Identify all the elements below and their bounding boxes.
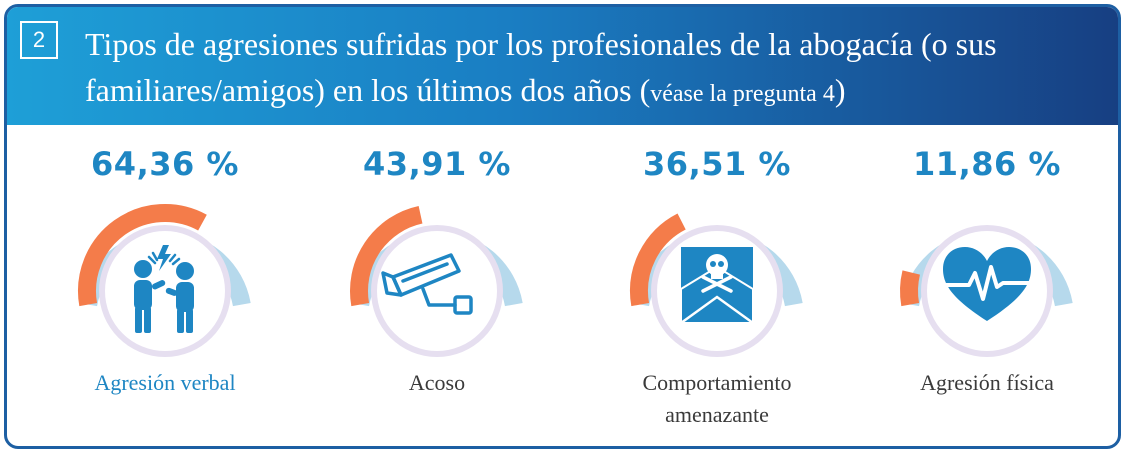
data-label: 36,51 % <box>643 145 791 183</box>
category-label: Acoso <box>408 370 466 395</box>
title-main: Tipos de agresiones sufridas por los pro… <box>85 26 997 108</box>
gauge-center <box>377 231 497 351</box>
gauge-item: 64,36 % Agresión verbal <box>55 145 275 445</box>
gauge-chart <box>900 225 1073 357</box>
gauge-value-arc <box>630 213 686 307</box>
surveillance-camera-icon <box>381 253 473 315</box>
header-banner: 2 Tipos de agresiones sufridas por los p… <box>7 7 1118 125</box>
gauge-chart <box>78 204 251 357</box>
title-note: véase la pregunta 4 <box>650 81 835 107</box>
gauge-item: 36,51 % Comportamiento amenazante <box>607 145 827 445</box>
category-label: Agresión verbal <box>94 370 236 395</box>
heartbeat-icon <box>943 247 1031 321</box>
data-label: 43,91 % <box>363 145 511 183</box>
category-label: Comportamiento amenazante <box>642 370 792 427</box>
gauge-value-arc <box>350 205 423 307</box>
gauge-value-arc <box>900 270 921 307</box>
category-label: Agresión física <box>920 370 1054 395</box>
arguing-people-icon <box>134 245 194 333</box>
gauge-item: 43,91 % Acoso <box>327 145 547 445</box>
skull-envelope-icon <box>680 247 754 325</box>
section-number: 2 <box>20 21 58 59</box>
data-label: 11,86 % <box>913 145 1061 183</box>
gauge-chart <box>350 205 523 357</box>
title-close: ) <box>834 72 846 108</box>
gauge-value-arc <box>78 204 207 307</box>
infographic-card: 2 Tipos de agresiones sufridas por los p… <box>4 4 1121 449</box>
gauge-chart <box>630 213 803 357</box>
data-label: 64,36 % <box>91 145 239 183</box>
gauge-item: 11,86 % Agresión física <box>877 145 1097 445</box>
chart-title: Tipos de agresiones sufridas por los pro… <box>85 21 1095 117</box>
